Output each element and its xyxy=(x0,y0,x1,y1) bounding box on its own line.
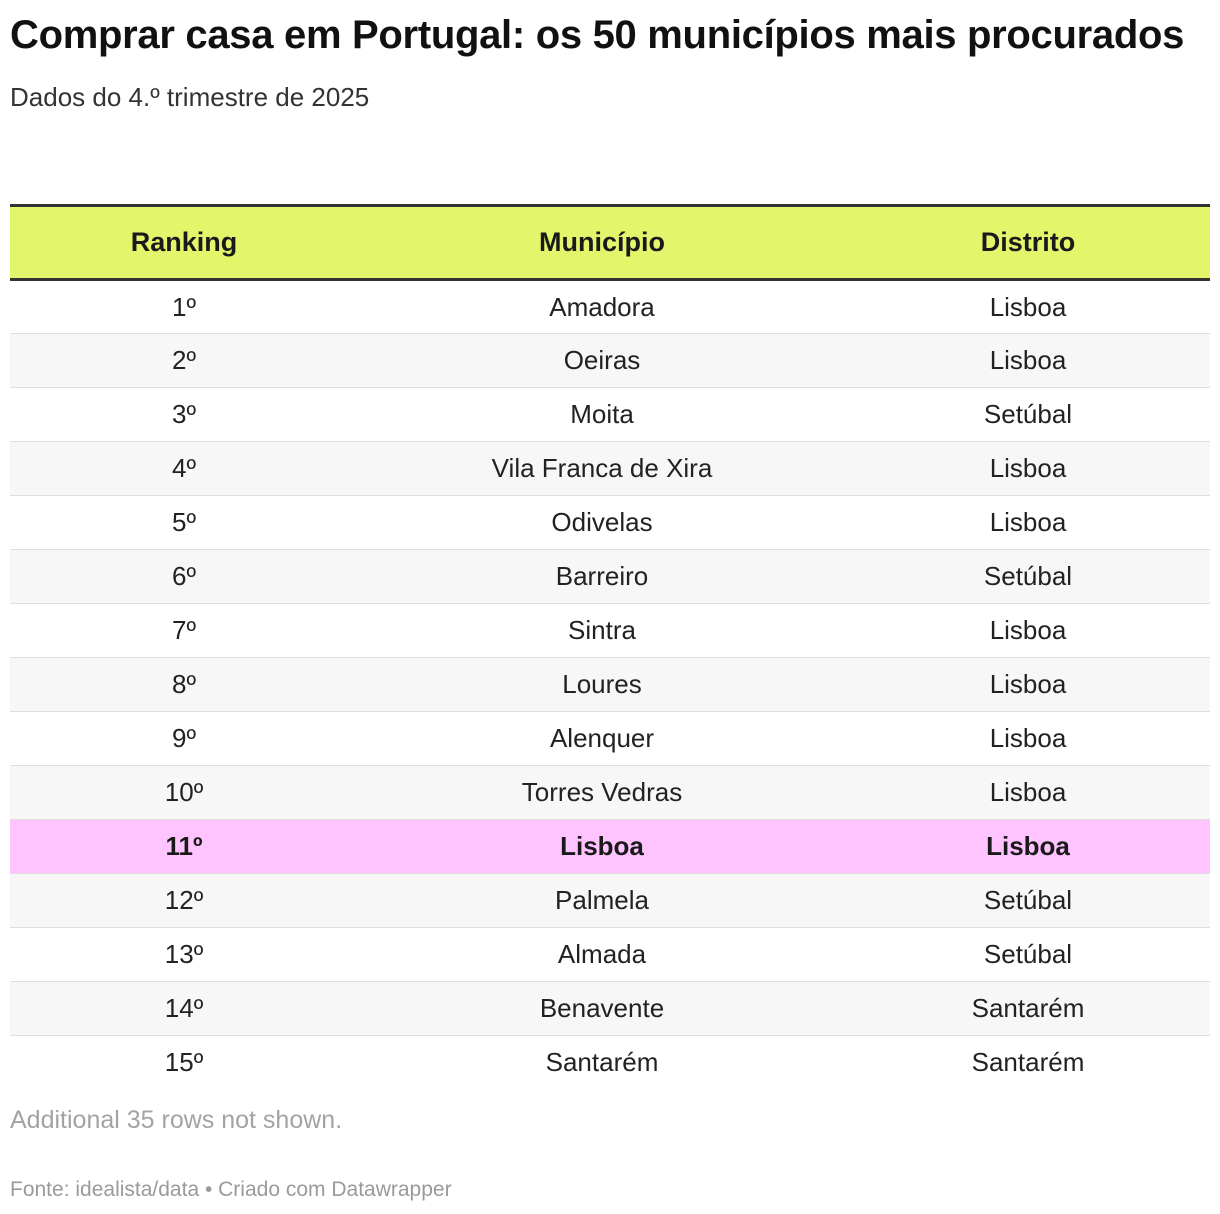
table-header-row: Ranking Município Distrito xyxy=(10,204,1210,281)
cell-distrito: Lisboa xyxy=(846,495,1210,550)
cell-ranking: 14º xyxy=(10,981,358,1036)
chart-title: Comprar casa em Portugal: os 50 municípi… xyxy=(10,13,1185,57)
cell-ranking: 5º xyxy=(10,495,358,550)
table-row: 3º Moita Setúbal xyxy=(10,387,1210,442)
table-row: 8º Loures Lisboa xyxy=(10,657,1210,712)
cell-distrito: Lisboa xyxy=(846,603,1210,658)
cell-municipio: Almada xyxy=(358,927,846,982)
cell-municipio: Vila Franca de Xira xyxy=(358,441,846,496)
cell-distrito: Santarém xyxy=(846,981,1210,1036)
cell-distrito: Lisboa xyxy=(846,657,1210,712)
cell-ranking: 15º xyxy=(164,1047,204,1078)
cell-municipio: Moita xyxy=(358,387,846,442)
cell-municipio: Amadora xyxy=(358,279,846,334)
table-row: 6º Barreiro Setúbal xyxy=(10,549,1210,604)
table-notes: Additional 35 rows not shown. xyxy=(10,1106,343,1134)
cell-distrito: Lisboa xyxy=(846,819,1210,874)
cell-municipio: Palmela xyxy=(358,873,846,928)
column-header-distrito[interactable]: Distrito xyxy=(846,204,1210,281)
cell-ranking: 8º xyxy=(10,657,358,712)
table-row: 7º Sintra Lisboa xyxy=(10,603,1210,658)
cell-distrito: Santarém xyxy=(971,1047,1085,1078)
table-row-highlighted: 11º Lisboa Lisboa xyxy=(10,819,1210,874)
table-row: 15º Santarém Santarém xyxy=(10,1036,1210,1090)
table-row: 9º Alenquer Lisboa xyxy=(10,711,1210,766)
cell-municipio: Loures xyxy=(358,657,846,712)
cell-ranking: 2º xyxy=(10,333,358,388)
cell-municipio: Benavente xyxy=(358,981,846,1036)
column-header-ranking[interactable]: Ranking xyxy=(10,204,358,281)
table-row: 14º Benavente Santarém xyxy=(10,981,1210,1036)
cell-municipio: Barreiro xyxy=(358,549,846,604)
cell-distrito: Setúbal xyxy=(846,387,1210,442)
cell-ranking: 12º xyxy=(10,873,358,928)
table-row: 1º Amadora Lisboa xyxy=(10,279,1210,334)
table-row: 4º Vila Franca de Xira Lisboa xyxy=(10,441,1210,496)
cell-municipio: Odivelas xyxy=(358,495,846,550)
table-row: 12º Palmela Setúbal xyxy=(10,873,1210,928)
cell-municipio: Torres Vedras xyxy=(358,765,846,820)
table-body: 1º Amadora Lisboa 2º Oeiras Lisboa 3º Moita Setú… xyxy=(10,279,1210,1090)
cell-municipio: Sintra xyxy=(358,603,846,658)
cell-municipio: Lisboa xyxy=(358,819,846,874)
cell-distrito: Lisboa xyxy=(846,765,1210,820)
cell-distrito: Lisboa xyxy=(846,333,1210,388)
table-row: 10º Torres Vedras Lisboa xyxy=(10,765,1210,820)
cell-municipio: Alenquer xyxy=(358,711,846,766)
cell-municipio: Santarém xyxy=(545,1047,659,1078)
cell-distrito: Setúbal xyxy=(846,927,1210,982)
chart-container: Comprar casa em Portugal: os 50 municípi… xyxy=(10,0,1210,1201)
cell-ranking: 13º xyxy=(10,927,358,982)
column-header-municipio[interactable]: Município xyxy=(358,204,846,281)
cell-ranking: 4º xyxy=(10,441,358,496)
cell-distrito: Lisboa xyxy=(846,711,1210,766)
chart-subtitle: Dados do 4.º trimestre de 2025 xyxy=(10,82,370,112)
cell-distrito: Setúbal xyxy=(846,549,1210,604)
cell-ranking: 1º xyxy=(10,279,358,334)
cell-ranking: 9º xyxy=(10,711,358,766)
cell-municipio: Oeiras xyxy=(358,333,846,388)
cell-distrito: Lisboa xyxy=(846,441,1210,496)
table-row: 2º Oeiras Lisboa xyxy=(10,333,1210,388)
cell-distrito: Lisboa xyxy=(846,279,1210,334)
ranking-table: Ranking Município Distrito 1º Amadora Lisb… xyxy=(10,204,1210,1090)
cell-distrito: Setúbal xyxy=(846,873,1210,928)
cell-ranking: 11º xyxy=(10,819,358,874)
cell-ranking: 7º xyxy=(10,603,358,658)
cell-ranking: 6º xyxy=(10,549,358,604)
table-row: 5º Odivelas Lisboa xyxy=(10,495,1210,550)
table-row: 13º Almada Setúbal xyxy=(10,927,1210,982)
cell-ranking: 3º xyxy=(10,387,358,442)
cell-ranking: 10º xyxy=(10,765,358,820)
chart-footer: Fonte: idealista/data • Criado com Dataw… xyxy=(10,1178,452,1201)
